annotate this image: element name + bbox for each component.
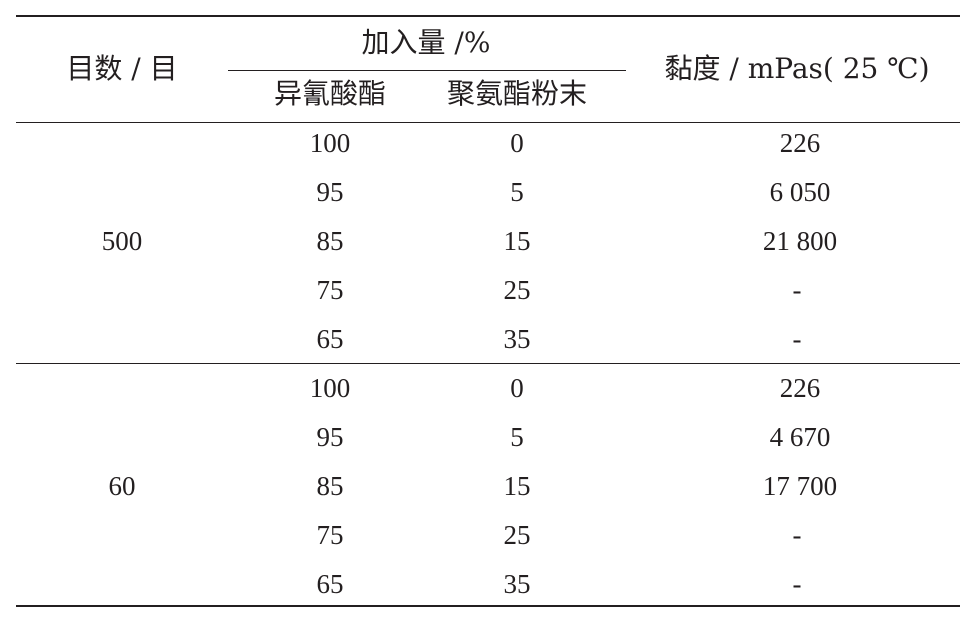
pu-powder-cell: 5 xyxy=(510,177,524,207)
group-mesh-value: 500 xyxy=(101,226,143,256)
viscosity-cell: - xyxy=(792,275,802,305)
addition-group-rule xyxy=(228,70,626,71)
header-addition: 加入量 /% xyxy=(361,26,491,59)
pu-powder-cell: 15 xyxy=(503,471,531,501)
viscosity-cell: 226 xyxy=(779,373,821,403)
isocyanate-cell: 85 xyxy=(316,471,344,501)
pu-powder-cell: 0 xyxy=(510,128,524,158)
viscosity-cell: 21 800 xyxy=(762,226,838,256)
isocyanate-cell: 65 xyxy=(316,569,344,599)
header-isocyanate: 异氰酸酯 xyxy=(273,77,387,110)
header-mesh: 目数 / 目 xyxy=(66,52,178,85)
pu-powder-cell: 0 xyxy=(510,373,524,403)
bottom-rule xyxy=(16,605,960,607)
viscosity-cell: 17 700 xyxy=(762,471,838,501)
isocyanate-cell: 100 xyxy=(309,373,351,403)
pu-powder-cell: 15 xyxy=(503,226,531,256)
viscosity-cell: 4 670 xyxy=(769,422,831,452)
pu-powder-cell: 5 xyxy=(510,422,524,452)
isocyanate-cell: 100 xyxy=(309,128,351,158)
header-viscosity: 黏度 / mPas( 25 ℃) xyxy=(664,52,930,85)
group-divider-rule xyxy=(16,363,960,364)
isocyanate-cell: 75 xyxy=(316,520,344,550)
viscosity-cell: 226 xyxy=(779,128,821,158)
pu-powder-cell: 25 xyxy=(503,520,531,550)
viscosity-cell: - xyxy=(792,520,802,550)
viscosity-cell: - xyxy=(792,324,802,354)
group-mesh-value: 60 xyxy=(108,471,136,501)
viscosity-cell: - xyxy=(792,569,802,599)
pu-powder-cell: 35 xyxy=(503,569,531,599)
isocyanate-cell: 85 xyxy=(316,226,344,256)
isocyanate-cell: 75 xyxy=(316,275,344,305)
isocyanate-cell: 95 xyxy=(316,422,344,452)
isocyanate-cell: 95 xyxy=(316,177,344,207)
viscosity-cell: 6 050 xyxy=(769,177,831,207)
pu-powder-cell: 25 xyxy=(503,275,531,305)
pu-powder-cell: 35 xyxy=(503,324,531,354)
isocyanate-cell: 65 xyxy=(316,324,344,354)
header-pu-powder: 聚氨酯粉末 xyxy=(446,77,588,110)
top-rule xyxy=(16,15,960,17)
header-bottom-rule xyxy=(16,122,960,123)
